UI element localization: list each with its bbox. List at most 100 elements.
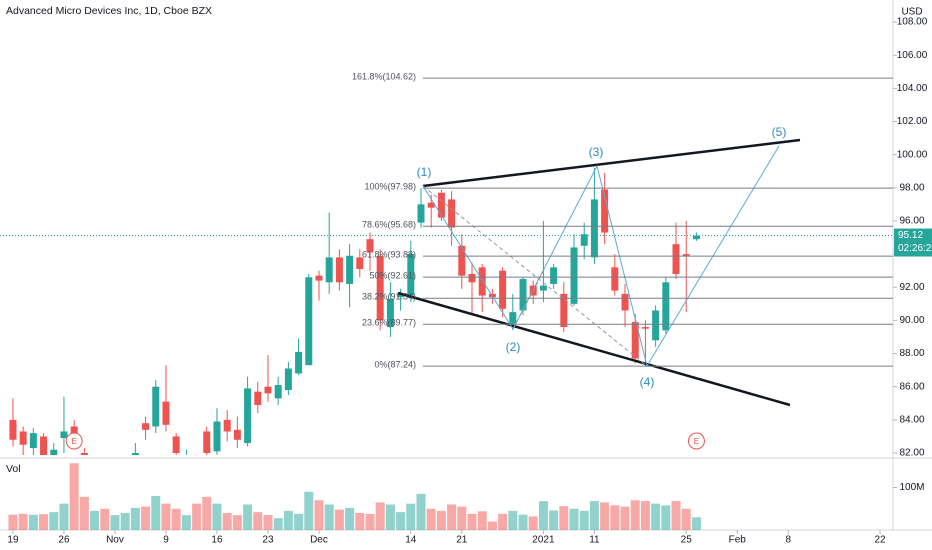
candle-body <box>356 257 364 270</box>
x-tick-label: 25 <box>681 535 693 546</box>
volume-bar <box>610 505 620 530</box>
volume-bar <box>130 507 140 530</box>
candle-body <box>295 351 303 374</box>
candle-body <box>386 298 394 328</box>
x-tick-label: 11 <box>589 535 600 546</box>
main-pane <box>0 167 893 455</box>
candle-body <box>19 431 27 445</box>
y-tick-label: 84.00 <box>899 415 924 426</box>
volume-bar <box>161 503 171 530</box>
volume-bar <box>314 500 324 530</box>
fib-label: 161.8%(104.62) <box>352 71 416 81</box>
volume-bar <box>661 505 671 530</box>
candle-body <box>9 419 17 440</box>
volume-bar <box>192 503 202 530</box>
volume-bar <box>375 502 385 530</box>
volume-bar <box>345 507 355 530</box>
candle-body <box>611 267 619 291</box>
volume-bar <box>651 503 661 530</box>
candle-body <box>621 293 629 311</box>
candle-body <box>397 293 405 298</box>
volume-bar <box>120 513 130 530</box>
y-tick-label: 104.00 <box>897 83 928 94</box>
candle-body <box>131 453 139 455</box>
candle-body <box>152 386 160 427</box>
volume-bar <box>477 511 487 530</box>
volume-bar <box>79 496 89 530</box>
candle-body <box>458 245 466 276</box>
wave-path <box>422 145 780 368</box>
candle-body <box>662 282 670 331</box>
candle-body <box>203 431 211 454</box>
volume-bar <box>28 514 38 530</box>
candle-body <box>29 433 37 449</box>
fib-label: 100%(97.98) <box>364 182 416 192</box>
candle-body <box>325 257 333 283</box>
candle-body <box>499 270 507 309</box>
candle-body <box>264 386 272 394</box>
x-tick-label: 22 <box>874 535 886 546</box>
volume-bar <box>681 508 691 530</box>
volume-bar <box>600 502 610 530</box>
volume-bar <box>8 514 18 530</box>
volume-bar <box>243 504 253 530</box>
volume-bar <box>620 506 630 530</box>
candle-body <box>580 234 588 246</box>
trend-line-upper <box>422 138 801 188</box>
volume-label: Vol <box>6 463 21 475</box>
x-tick-label: 23 <box>262 535 274 546</box>
volume-bar <box>263 515 273 530</box>
volume-bar <box>518 514 528 530</box>
y-tick-label: 102.00 <box>897 116 928 127</box>
candle-body <box>80 453 88 455</box>
candle-body <box>335 257 343 283</box>
candle-body <box>40 436 48 455</box>
fib-label: 78.6%(95.68) <box>362 220 416 230</box>
candle-body <box>315 275 323 281</box>
wave-label: (5) <box>772 125 787 139</box>
wave-label: (4) <box>640 375 655 389</box>
volume-bar <box>232 515 242 530</box>
candle-body <box>172 436 180 454</box>
trend-line-lower <box>397 291 791 407</box>
x-tick-label: 8 <box>785 535 791 546</box>
candle-body <box>437 192 445 218</box>
currency: USD <box>901 7 922 18</box>
drawings: (1) (2) (3) (4) (5) 161.8%(104.62) 100%(9… <box>352 71 893 407</box>
volume-bar <box>447 504 457 530</box>
y-tick-label: 100.00 <box>897 149 928 160</box>
candle-body <box>417 204 425 223</box>
volume-bar <box>222 513 232 530</box>
volume-bar <box>171 508 181 530</box>
x-tick-label: Dec <box>310 535 328 546</box>
candle-body <box>60 431 68 439</box>
candle-body <box>692 235 700 240</box>
event-label: E <box>71 437 76 446</box>
volume-bar <box>549 510 559 530</box>
candle-body <box>70 426 78 434</box>
volume-bar <box>90 510 100 530</box>
x-tick-label: 26 <box>58 535 70 546</box>
candle-body <box>682 254 690 256</box>
candle-body <box>672 244 680 274</box>
volume-bar <box>508 510 518 530</box>
volume-bar <box>640 501 650 530</box>
volume-bar <box>457 506 467 530</box>
candle-body <box>560 293 568 328</box>
candle-body <box>223 419 231 432</box>
candle-body <box>346 255 354 284</box>
candle-body <box>519 278 527 311</box>
volume-bar <box>579 510 589 530</box>
x-tick-label: Nov <box>106 535 124 546</box>
x-tick-label: Feb <box>729 535 747 546</box>
candle-body <box>254 391 262 405</box>
volume-bar <box>559 506 569 530</box>
wave-label: (2) <box>506 340 521 354</box>
event-marker <box>65 432 83 450</box>
volume-bar <box>467 513 477 530</box>
candle-body <box>590 199 598 258</box>
volume-bar <box>385 504 395 530</box>
candle-body <box>213 421 221 452</box>
